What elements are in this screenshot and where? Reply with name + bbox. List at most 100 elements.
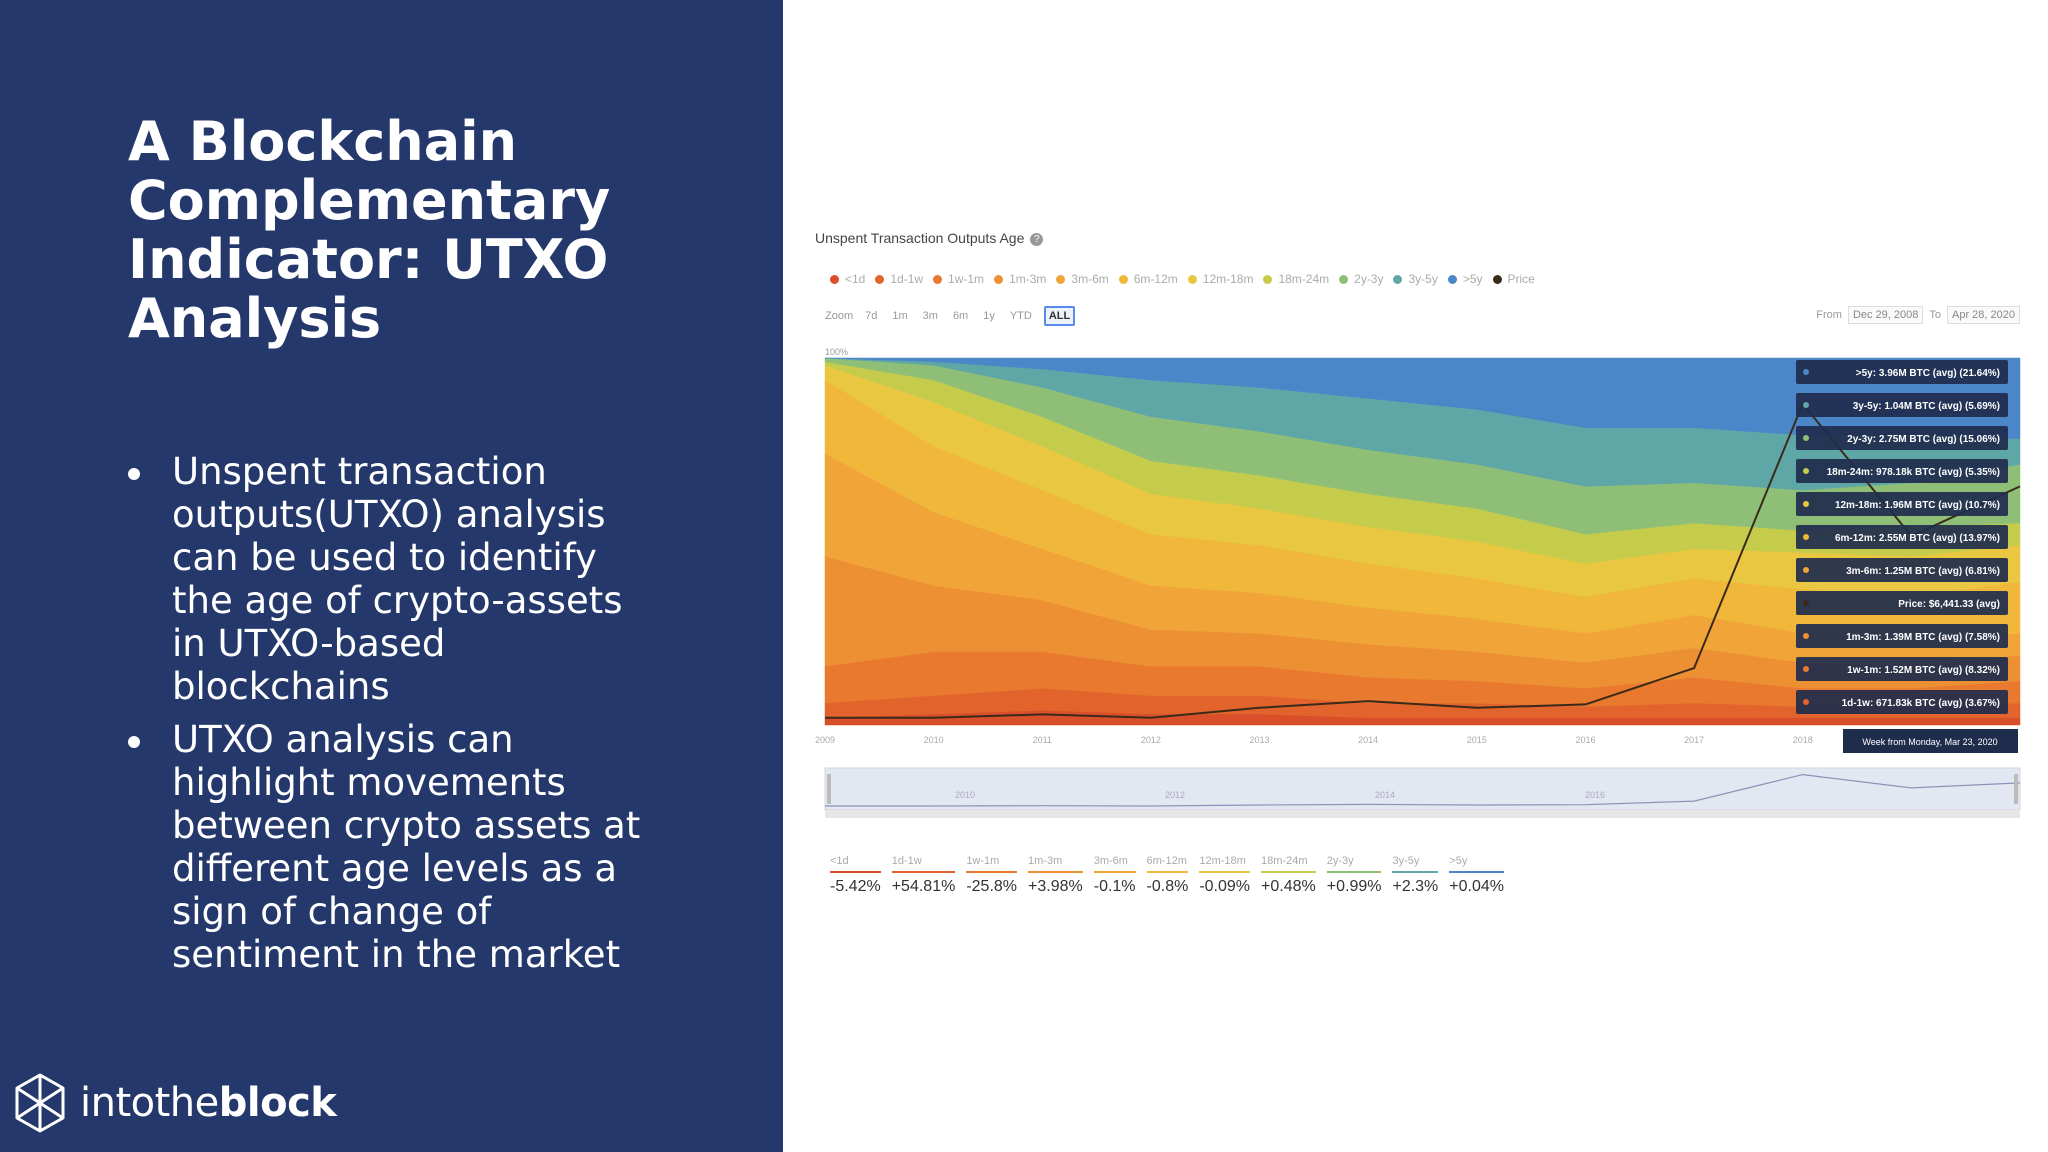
legend-item[interactable]: 3y-5y xyxy=(1393,272,1438,286)
legend-item[interactable]: 18m-24m xyxy=(1263,272,1329,286)
tooltip-row-bg xyxy=(1796,657,2008,681)
zoom-controls: Zoom 7d 1m 3m 6m 1y YTD ALL xyxy=(825,306,1076,326)
stat-value: -0.1% xyxy=(1093,878,1136,895)
x-tick-label: 2013 xyxy=(1250,735,1270,745)
legend-item[interactable]: 6m-12m xyxy=(1118,272,1178,286)
stat-value: +54.81% xyxy=(891,878,956,895)
stat-item: 12m-18m -0.09% xyxy=(1199,855,1251,896)
zoom-button-1m[interactable]: 1m xyxy=(892,310,908,322)
tooltip-row-text: 3m-6m: 1.25M BTC (avg) (6.81%) xyxy=(1846,566,2000,577)
zoom-button-all[interactable]: ALL xyxy=(1043,306,1076,326)
legend-label: 1w-1m xyxy=(948,272,985,286)
range-to-label: To xyxy=(1929,309,1941,321)
chart-legend: <1d 1d-1w 1w-1m 1m-3m 3m-6m 6m-12m 12m-18m 18m-… xyxy=(830,272,1535,286)
tooltip-row-bg xyxy=(1796,492,2008,516)
navigator-left-handle[interactable] xyxy=(827,774,831,804)
tooltip-row-bg xyxy=(1796,459,2008,483)
tooltip-row-bg xyxy=(1796,591,2008,615)
stat-value: -5.42% xyxy=(830,878,881,895)
legend-label: <1d xyxy=(845,272,866,286)
zoom-button-3m[interactable]: 3m xyxy=(922,310,938,322)
navigator-right-handle[interactable] xyxy=(2014,774,2018,804)
navigator-label: 2016 xyxy=(1585,790,1605,800)
brand: intotheblock xyxy=(14,1072,337,1134)
range-to-input[interactable]: Apr 28, 2020 xyxy=(1947,306,2020,324)
zoom-button-1y[interactable]: 1y xyxy=(983,310,995,322)
legend-label: 18m-24m xyxy=(1278,272,1330,286)
range-from-input[interactable]: Dec 29, 2008 xyxy=(1847,306,1924,324)
stat-value: -0.09% xyxy=(1199,878,1251,895)
zoom-button-7d[interactable]: 7d xyxy=(865,310,878,322)
navigator[interactable] xyxy=(824,767,2021,811)
utxo-age-widget: Unspent Transaction Outputs Age? <1d 1d-1… xyxy=(800,220,2030,920)
tooltip-row-bg xyxy=(1796,525,2008,549)
tooltip-row-bg xyxy=(1796,393,2008,417)
tooltip-swatch-icon xyxy=(1803,534,1809,540)
legend-label: >5y xyxy=(1462,272,1483,286)
change-stats: <1d -5.42% 1d-1w +54.81% 1w-1m -25.8% 1m-3m +3.… xyxy=(830,855,1504,896)
legend-swatch-icon xyxy=(933,274,943,284)
stat-item: 1m-3m +3.98% xyxy=(1028,855,1083,896)
legend-label: 1d-1w xyxy=(890,272,924,286)
navigator-label: 2012 xyxy=(1165,790,1185,800)
legend-label: 6m-12m xyxy=(1133,272,1178,286)
tooltip-row-bg xyxy=(1796,558,2008,582)
tooltip-row-bg xyxy=(1796,360,2008,384)
tooltip-swatch-icon xyxy=(1803,501,1809,507)
legend-swatch-icon xyxy=(994,274,1004,284)
stat-item: 1w-1m -25.8% xyxy=(966,855,1018,896)
range-from-label: From xyxy=(1816,309,1842,321)
legend-swatch-icon xyxy=(1393,274,1403,284)
tooltip-swatch-icon xyxy=(1803,369,1809,375)
brand-name: intotheblock xyxy=(80,1080,337,1126)
tooltip-swatch-icon xyxy=(1803,699,1809,705)
help-icon[interactable]: ? xyxy=(1030,232,1044,246)
widget-title-text: Unspent Transaction Outputs Age xyxy=(815,230,1025,246)
stat-label: 12m-18m xyxy=(1199,855,1251,873)
tooltip-swatch-icon xyxy=(1803,600,1809,606)
legend-item[interactable]: >5y xyxy=(1447,272,1483,286)
stat-value: +0.99% xyxy=(1326,878,1382,895)
legend-item[interactable]: Price xyxy=(1492,272,1535,286)
navigator-scrollbar[interactable] xyxy=(825,810,2020,818)
stat-label: 1d-1w xyxy=(891,855,956,873)
tooltip-row-bg xyxy=(1796,426,2008,450)
legend-item[interactable]: 12m-18m xyxy=(1187,272,1254,286)
stat-value: +0.04% xyxy=(1449,878,1504,895)
stat-item: 6m-12m -0.8% xyxy=(1146,855,1189,896)
stat-item: >5y +0.04% xyxy=(1449,855,1504,896)
legend-item[interactable]: 1m-3m xyxy=(994,272,1046,286)
zoom-button-ytd[interactable]: YTD xyxy=(1009,310,1032,322)
date-range: From Dec 29, 2008 To Apr 28, 2020 xyxy=(1816,306,2020,324)
stat-value: +3.98% xyxy=(1028,878,1083,895)
bullet-dot-icon xyxy=(128,468,140,480)
tooltip-row-text: Price: $6,441.33 (avg) xyxy=(1898,599,2000,610)
tooltip-row-text: 1m-3m: 1.39M BTC (avg) (7.58%) xyxy=(1846,632,2000,643)
legend-item[interactable]: <1d xyxy=(830,272,865,286)
legend-swatch-icon xyxy=(1339,274,1349,284)
price-line[interactable] xyxy=(825,401,2021,719)
brand-name-light: intothe xyxy=(80,1080,219,1126)
legend-item[interactable]: 3m-6m xyxy=(1056,272,1109,286)
legend-swatch-icon xyxy=(1187,274,1197,284)
x-tick-label: 2015 xyxy=(1467,735,1487,745)
left-panel: A Blockchain Complementary Indicator: UT… xyxy=(0,0,783,1152)
tooltip-row-text: 3y-5y: 1.04M BTC (avg) (5.69%) xyxy=(1853,401,2000,412)
area-series[interactable] xyxy=(824,357,2021,439)
legend-item[interactable]: 1d-1w xyxy=(875,272,923,286)
legend-label: Price xyxy=(1507,272,1535,286)
utxo-area-chart[interactable]: 100% 2009 2010 2011 2012 2013 2014 2015 2016 2017… xyxy=(815,340,2030,850)
tooltip-row-text: 2y-3y: 2.75M BTC (avg) (15.06%) xyxy=(1847,434,2000,445)
legend-label: 12m-18m xyxy=(1202,272,1254,286)
legend-item[interactable]: 1w-1m xyxy=(933,272,984,286)
tooltip-row-text: >5y: 3.96M BTC (avg) (21.64%) xyxy=(1856,368,2000,379)
tooltip-swatch-icon xyxy=(1803,435,1809,441)
legend-item[interactable]: 2y-3y xyxy=(1339,272,1383,286)
zoom-button-6m[interactable]: 6m xyxy=(952,310,969,322)
tooltip-row-text: 1d-1w: 671.83k BTC (avg) (3.67%) xyxy=(1842,698,2000,709)
tooltip-row-text: 1w-1m: 1.52M BTC (avg) (8.32%) xyxy=(1847,665,2000,676)
stat-label: 18m-24m xyxy=(1261,855,1316,873)
legend-swatch-icon xyxy=(1118,274,1128,284)
intotheblock-logo-icon xyxy=(15,1073,65,1133)
tooltip-footer-bg xyxy=(1843,729,2018,753)
